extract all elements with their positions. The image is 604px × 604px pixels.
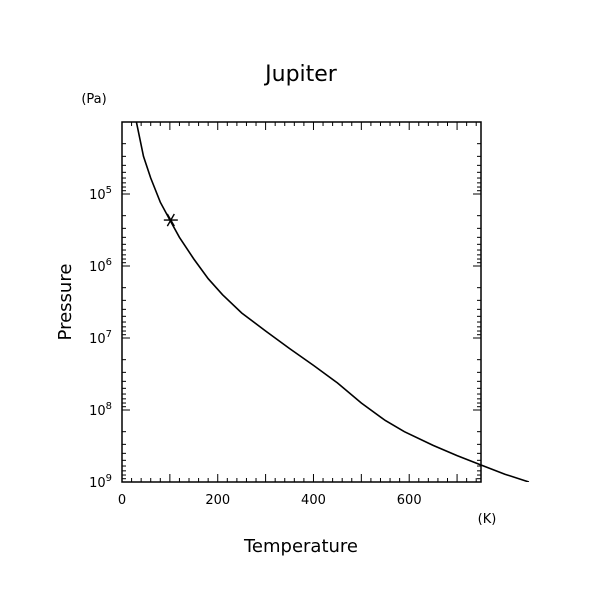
y-tick-label: 107 bbox=[89, 329, 112, 347]
x-tick-label: 600 bbox=[397, 493, 422, 508]
x-tick-label: 400 bbox=[301, 493, 326, 508]
chart-title: Jupiter bbox=[263, 62, 338, 87]
data-markers bbox=[163, 213, 178, 227]
y-tick-label: 109 bbox=[89, 473, 112, 491]
y-tick-label: 108 bbox=[89, 401, 112, 419]
data-series bbox=[135, 122, 530, 482]
x-tick-label: 200 bbox=[205, 493, 230, 508]
x-unit-label: (K) bbox=[478, 512, 497, 527]
axis-ticks bbox=[121, 121, 481, 483]
y-tick-label: 105 bbox=[89, 185, 112, 203]
plot-frame bbox=[121, 121, 482, 483]
y-axis-label: Pressure bbox=[55, 264, 76, 341]
axis-tick-labels: 0 200 400 600 105 106 107 108 109 bbox=[89, 185, 422, 508]
series-line bbox=[135, 122, 530, 482]
y-unit-label: (Pa) bbox=[81, 92, 106, 107]
x-axis-label: Temperature bbox=[243, 536, 358, 557]
y-tick-label: 106 bbox=[89, 257, 112, 275]
marker-stroke bbox=[166, 213, 175, 227]
asterisk-marker bbox=[163, 213, 178, 227]
x-tick-label: 0 bbox=[118, 493, 126, 508]
